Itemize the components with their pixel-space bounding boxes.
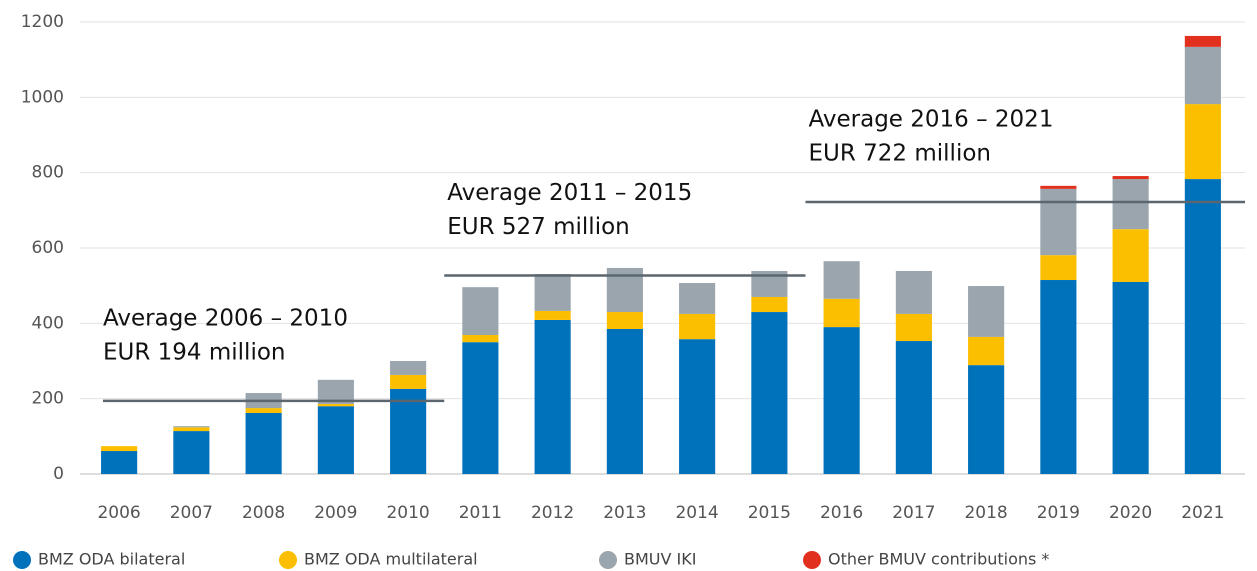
bar-segment — [534, 273, 571, 311]
bar-segment — [751, 296, 788, 313]
legend-swatch — [803, 551, 821, 569]
y-tick-label: 600 — [32, 238, 64, 258]
x-tick-label: 2017 — [892, 503, 935, 523]
average-label: EUR 194 million — [103, 339, 285, 365]
legend-label: BMZ ODA multilateral — [304, 550, 478, 569]
bar-segment — [1040, 280, 1077, 474]
x-tick-label: 2009 — [314, 503, 357, 523]
legend-swatch — [13, 551, 31, 569]
bar-segment — [1184, 35, 1221, 47]
bar-segment — [245, 412, 282, 474]
bar-segment — [823, 298, 860, 328]
x-tick-label: 2018 — [964, 503, 1007, 523]
y-tick-label: 1200 — [21, 12, 64, 32]
bar-segment — [679, 313, 716, 340]
bar-segment — [101, 446, 138, 452]
legend-swatch — [279, 551, 297, 569]
bar-segment — [751, 312, 788, 474]
bar-segment — [606, 312, 643, 329]
bar-segment — [1040, 185, 1077, 189]
average-label: Average 2016 – 2021 — [809, 107, 1054, 133]
x-tick-label: 2021 — [1181, 503, 1224, 523]
bar-segment — [1184, 179, 1221, 474]
bar-segment — [462, 335, 499, 343]
bar-segment — [462, 342, 499, 474]
bar-segment — [823, 261, 860, 299]
x-tick-label: 2013 — [603, 503, 646, 523]
bar-segment — [390, 361, 427, 375]
y-tick-label: 0 — [53, 464, 64, 484]
bar-segment — [968, 365, 1005, 474]
bar-segment — [1112, 281, 1149, 474]
y-tick-label: 1000 — [21, 87, 64, 107]
bar-segment — [534, 319, 571, 474]
y-tick-label: 200 — [32, 389, 64, 409]
x-tick-label: 2006 — [97, 503, 140, 523]
bar-segment — [606, 328, 643, 474]
x-tick-label: 2008 — [242, 503, 285, 523]
average-label: EUR 722 million — [809, 141, 991, 167]
x-tick-label: 2010 — [386, 503, 429, 523]
bar-segment — [462, 287, 499, 336]
bar-segment — [1112, 179, 1149, 230]
bar-segment — [968, 336, 1005, 366]
x-tick-label: 2019 — [1037, 503, 1080, 523]
x-tick-label: 2016 — [820, 503, 863, 523]
bar-segment — [1040, 255, 1077, 281]
bar-segment — [1112, 229, 1149, 282]
bar-segment — [173, 426, 210, 428]
y-tick-label: 400 — [32, 313, 64, 333]
average-label: Average 2011 – 2015 — [447, 180, 692, 206]
x-tick-label: 2007 — [170, 503, 213, 523]
x-tick-label: 2011 — [459, 503, 502, 523]
legend-label: Other BMUV contributions * — [828, 550, 1049, 569]
x-tick-label: 2020 — [1109, 503, 1152, 523]
bar-segment — [1040, 188, 1077, 256]
legend-label: BMZ ODA bilateral — [38, 550, 185, 569]
x-tick-label: 2015 — [748, 503, 791, 523]
bar-segment — [679, 339, 716, 474]
bar-segment — [968, 286, 1005, 337]
x-tick-label: 2014 — [675, 503, 718, 523]
bar-segment — [173, 431, 210, 474]
bar-segment — [317, 406, 354, 474]
bar-segment — [101, 451, 138, 474]
legend-label: BMUV IKI — [624, 550, 696, 569]
y-tick-label: 800 — [32, 163, 64, 183]
bar-segment — [895, 341, 932, 474]
bar-segment — [173, 427, 210, 432]
bar-segment — [390, 388, 427, 474]
average-label: EUR 527 million — [447, 214, 629, 240]
bar-segment — [390, 374, 427, 389]
bar-segment — [245, 408, 282, 413]
bar-segment — [895, 270, 932, 314]
bar-segment — [317, 403, 354, 407]
average-label: Average 2006 – 2010 — [103, 305, 348, 331]
bar-segment — [1184, 104, 1221, 180]
bar-segment — [895, 313, 932, 342]
legend-swatch — [599, 551, 617, 569]
bar-segment — [534, 310, 571, 320]
bar-segment — [823, 327, 860, 474]
bar-segment — [679, 283, 716, 314]
bar-segment — [1184, 46, 1221, 105]
x-tick-label: 2012 — [531, 503, 574, 523]
bar-segment — [1112, 176, 1149, 180]
